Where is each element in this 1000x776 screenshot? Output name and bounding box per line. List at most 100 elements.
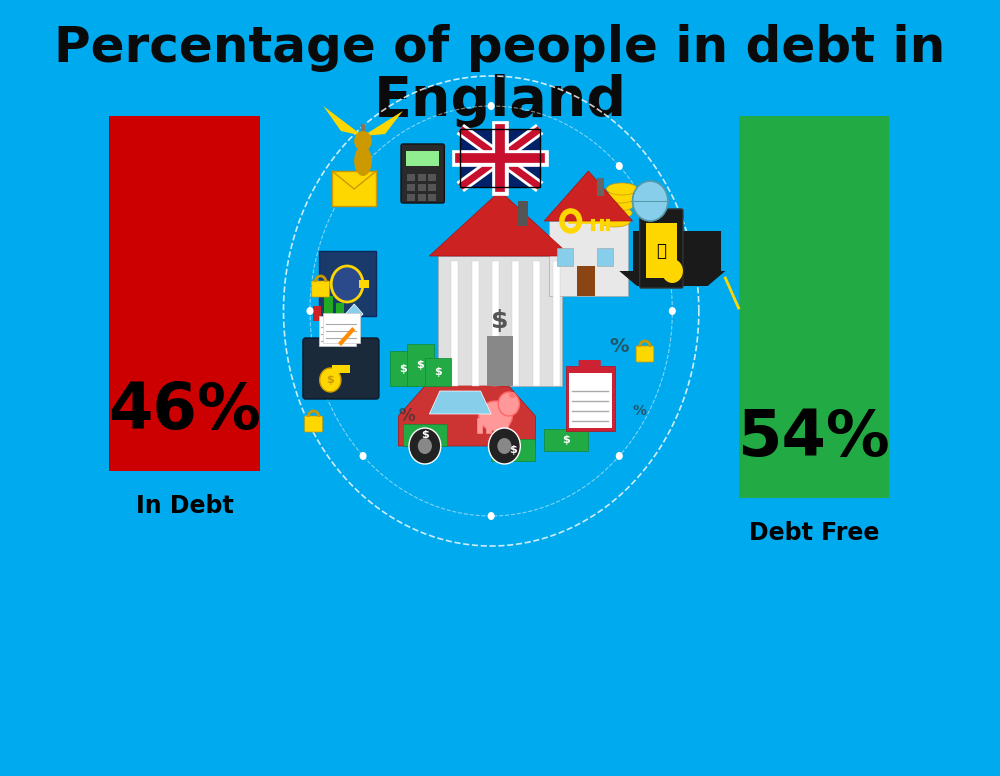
Ellipse shape: [601, 207, 632, 219]
FancyBboxPatch shape: [407, 184, 415, 191]
Circle shape: [616, 452, 623, 460]
FancyBboxPatch shape: [569, 373, 612, 428]
FancyBboxPatch shape: [579, 360, 601, 372]
FancyBboxPatch shape: [451, 261, 458, 386]
Ellipse shape: [606, 183, 637, 195]
Text: %: %: [610, 337, 629, 355]
Polygon shape: [323, 106, 363, 136]
Circle shape: [331, 266, 363, 302]
Circle shape: [306, 307, 314, 315]
Text: 🏦: 🏦: [656, 242, 666, 260]
Circle shape: [616, 162, 623, 170]
FancyBboxPatch shape: [428, 194, 436, 201]
Text: $: $: [434, 367, 442, 377]
FancyBboxPatch shape: [566, 366, 615, 431]
Circle shape: [633, 181, 668, 221]
Text: 46%: 46%: [108, 380, 261, 442]
FancyBboxPatch shape: [418, 194, 426, 201]
FancyBboxPatch shape: [739, 116, 889, 498]
FancyBboxPatch shape: [332, 171, 376, 206]
FancyBboxPatch shape: [401, 144, 444, 203]
Text: $: $: [491, 309, 509, 333]
FancyBboxPatch shape: [418, 184, 426, 191]
Text: $: $: [509, 445, 517, 455]
FancyBboxPatch shape: [425, 358, 451, 386]
FancyBboxPatch shape: [491, 439, 535, 461]
Circle shape: [360, 162, 367, 170]
Text: 54%: 54%: [737, 407, 890, 469]
Ellipse shape: [599, 215, 630, 227]
FancyBboxPatch shape: [428, 184, 436, 191]
FancyBboxPatch shape: [557, 248, 573, 266]
Polygon shape: [398, 386, 535, 446]
Text: $: $: [421, 430, 429, 440]
Polygon shape: [363, 111, 403, 136]
FancyBboxPatch shape: [305, 416, 322, 432]
Text: $: $: [417, 360, 424, 370]
FancyBboxPatch shape: [512, 261, 519, 386]
Text: $: $: [326, 375, 334, 385]
Polygon shape: [345, 304, 363, 324]
FancyBboxPatch shape: [646, 223, 677, 278]
Text: $: $: [399, 363, 407, 373]
Polygon shape: [544, 171, 633, 221]
FancyBboxPatch shape: [319, 251, 376, 316]
FancyBboxPatch shape: [487, 336, 513, 386]
Text: %: %: [633, 404, 647, 418]
FancyBboxPatch shape: [313, 306, 321, 321]
FancyBboxPatch shape: [359, 280, 369, 288]
Circle shape: [409, 428, 441, 464]
FancyBboxPatch shape: [319, 316, 356, 346]
Text: $: $: [562, 435, 570, 445]
Ellipse shape: [603, 199, 634, 211]
Polygon shape: [429, 391, 491, 414]
Circle shape: [662, 259, 683, 283]
FancyBboxPatch shape: [577, 266, 595, 296]
FancyBboxPatch shape: [518, 201, 528, 226]
FancyBboxPatch shape: [323, 313, 360, 343]
FancyBboxPatch shape: [403, 424, 447, 446]
Polygon shape: [429, 191, 571, 256]
Circle shape: [489, 428, 520, 464]
FancyBboxPatch shape: [472, 261, 479, 386]
FancyBboxPatch shape: [428, 174, 436, 181]
FancyBboxPatch shape: [460, 129, 540, 187]
FancyBboxPatch shape: [597, 178, 604, 196]
FancyBboxPatch shape: [324, 296, 333, 321]
Ellipse shape: [354, 146, 372, 176]
Text: England: England: [374, 74, 626, 128]
Polygon shape: [619, 271, 725, 286]
FancyBboxPatch shape: [336, 303, 344, 321]
Circle shape: [669, 307, 676, 315]
Text: Debt Free: Debt Free: [749, 521, 879, 545]
FancyBboxPatch shape: [109, 116, 260, 471]
Circle shape: [418, 438, 432, 454]
Circle shape: [497, 438, 511, 454]
FancyBboxPatch shape: [636, 346, 654, 362]
FancyBboxPatch shape: [303, 338, 379, 399]
Circle shape: [488, 102, 495, 110]
FancyBboxPatch shape: [633, 231, 721, 271]
FancyBboxPatch shape: [407, 194, 415, 201]
Circle shape: [488, 512, 495, 520]
FancyBboxPatch shape: [544, 429, 588, 451]
Circle shape: [320, 368, 341, 392]
FancyBboxPatch shape: [418, 174, 426, 181]
FancyBboxPatch shape: [407, 344, 434, 386]
Text: %: %: [399, 407, 416, 425]
FancyBboxPatch shape: [312, 281, 329, 297]
Ellipse shape: [509, 392, 516, 398]
Text: Percentage of people in debt in: Percentage of people in debt in: [54, 24, 946, 72]
FancyBboxPatch shape: [597, 248, 613, 266]
FancyBboxPatch shape: [390, 351, 416, 386]
FancyBboxPatch shape: [553, 261, 560, 386]
FancyBboxPatch shape: [406, 151, 439, 166]
FancyBboxPatch shape: [549, 221, 628, 296]
FancyBboxPatch shape: [438, 256, 562, 386]
FancyBboxPatch shape: [533, 261, 540, 386]
Text: In Debt: In Debt: [136, 494, 233, 518]
FancyBboxPatch shape: [492, 261, 499, 386]
Polygon shape: [425, 386, 509, 416]
Circle shape: [354, 131, 372, 151]
Ellipse shape: [605, 191, 636, 203]
